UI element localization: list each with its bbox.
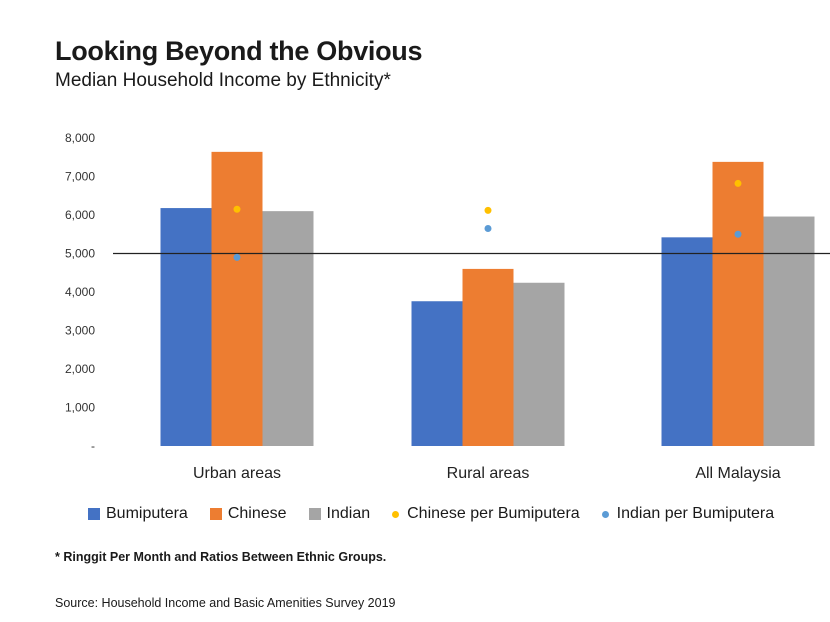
chart-plot: - 1,000 2,000 3,000 4,000 5,000 6,000 7,000 8,00…: [65, 131, 830, 482]
bar-chinese: [211, 151, 263, 447]
y-tick-label: 6,000: [65, 208, 95, 222]
y-tick-label: 1,000: [65, 401, 95, 415]
dot-chinese-per-bumiputera: [734, 179, 742, 187]
y-tick-label: 7,000: [65, 170, 95, 184]
y-tick-label: 5,000: [65, 247, 95, 261]
legend-item: Indian: [308, 505, 371, 523]
dot-indian-per-bumiputera: [484, 224, 492, 232]
y-tick-label: 2,000: [65, 362, 95, 376]
chart-title: Looking Beyond the Obvious: [55, 36, 423, 66]
legend-item: Bumiputera: [88, 505, 188, 523]
y-tick-label: 8,000: [65, 131, 95, 145]
legend-label: Bumiputera: [106, 505, 188, 522]
legend-label: Chinese: [227, 505, 287, 522]
bar-bumiputera: [661, 237, 713, 446]
y-tick-label: 4,000: [65, 285, 95, 299]
bar-chinese: [462, 268, 514, 446]
footnote: * Ringgit Per Month and Ratios Between E…: [55, 550, 387, 564]
legend-label: Chinese per Bumiputera: [407, 505, 580, 522]
legend-swatch: [392, 510, 400, 518]
category-label: Rural areas: [447, 465, 530, 482]
legend-swatch: [308, 508, 321, 520]
bar-indian: [513, 282, 565, 446]
legend-swatch: [209, 508, 222, 520]
y-tick-label: -: [91, 439, 95, 453]
legend-label: Indian per Bumiputera: [616, 505, 775, 522]
dot-chinese-per-bumiputera: [233, 205, 241, 213]
source-note: Source: Household Income and Basic Ameni…: [55, 596, 396, 610]
bar-bumiputera: [160, 208, 212, 446]
legend-item: Indian per Bumiputera: [601, 505, 775, 523]
chart-legend: Bumiputera Chinese Indian Chinese per Bumip…: [88, 505, 796, 523]
bar-chinese: [712, 161, 764, 446]
legend-label: Indian: [326, 505, 371, 522]
legend-swatch: [601, 510, 609, 518]
bar-indian: [763, 216, 815, 446]
legend-swatch: [88, 508, 100, 520]
dot-chinese-per-bumiputera: [484, 206, 492, 214]
bar-bumiputera: [411, 301, 463, 446]
chart-subtitle: Median Household Income by Ethnicity*: [55, 70, 391, 91]
category-label: Urban areas: [193, 465, 281, 482]
dot-indian-per-bumiputera: [734, 230, 742, 238]
bar-indian: [262, 211, 314, 446]
y-tick-label: 3,000: [65, 324, 95, 338]
legend-item: Chinese: [209, 505, 287, 523]
category-label: All Malaysia: [695, 465, 780, 482]
legend-item: Chinese per Bumiputera: [392, 505, 580, 523]
dot-indian-per-bumiputera: [233, 253, 241, 261]
